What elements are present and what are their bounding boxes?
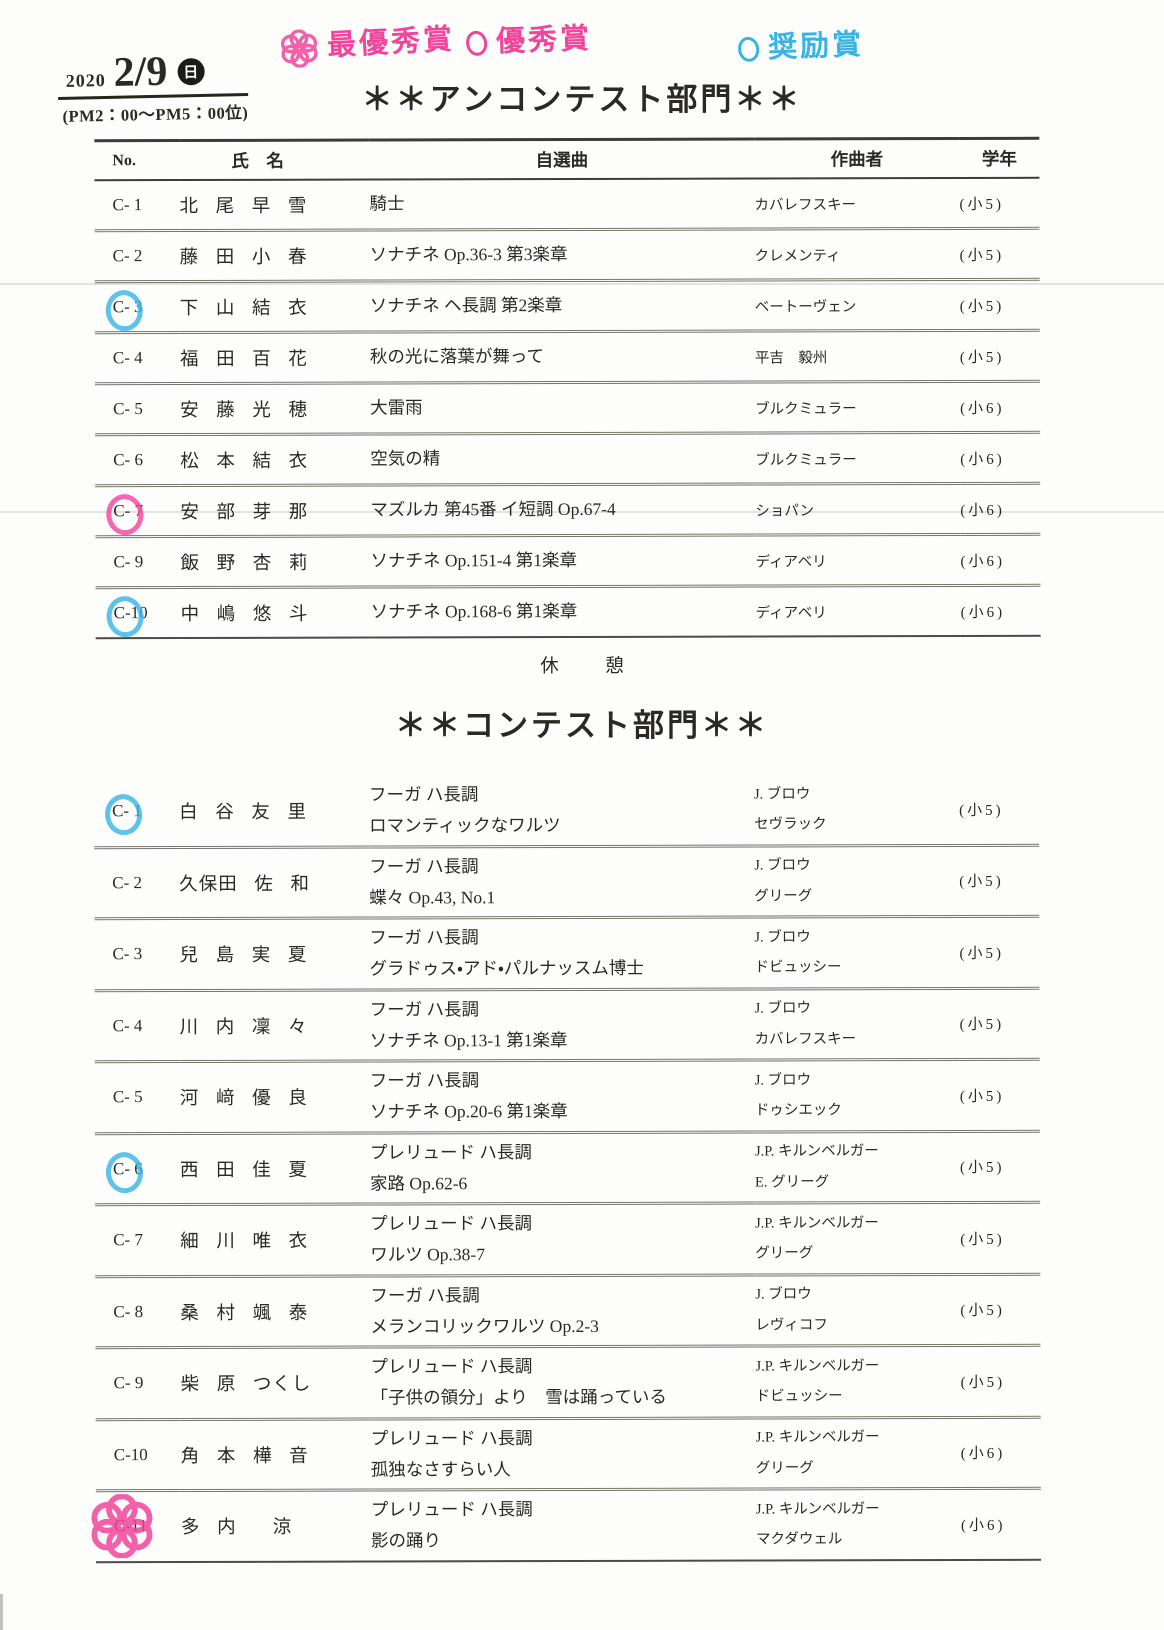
table-row: C-11 多 内 涼プレリュード ハ長調 影の踊り J.P. キルンベルガー マクダウェ… — [91, 1488, 1042, 1562]
legend-label: 奨励賞 — [767, 28, 865, 65]
section-title: ＊＊コンテスト部門＊＊ — [395, 707, 769, 743]
top-award-flower-mark — [91, 1494, 153, 1559]
scan-artifact — [0, 1594, 3, 1630]
entry-number-cell: C-11 — [91, 1490, 182, 1562]
legend-item: 奨励賞 — [736, 21, 865, 67]
section-title: ＊＊アンコンテスト部門＊＊ — [361, 82, 803, 117]
legend-item: 優秀賞 — [464, 15, 593, 61]
scan-artifact — [0, 511, 1164, 513]
legend-label: 最優秀賞 — [326, 23, 456, 63]
scan-artifact — [0, 283, 1164, 285]
legend-label: 優秀賞 — [495, 22, 593, 59]
award-flower-icon — [280, 29, 318, 68]
break-label: 休 憩 — [540, 656, 638, 677]
award-circle-icon — [464, 29, 490, 58]
award-circle-icon — [736, 35, 762, 64]
legend-item: 最優秀賞 — [279, 13, 456, 68]
